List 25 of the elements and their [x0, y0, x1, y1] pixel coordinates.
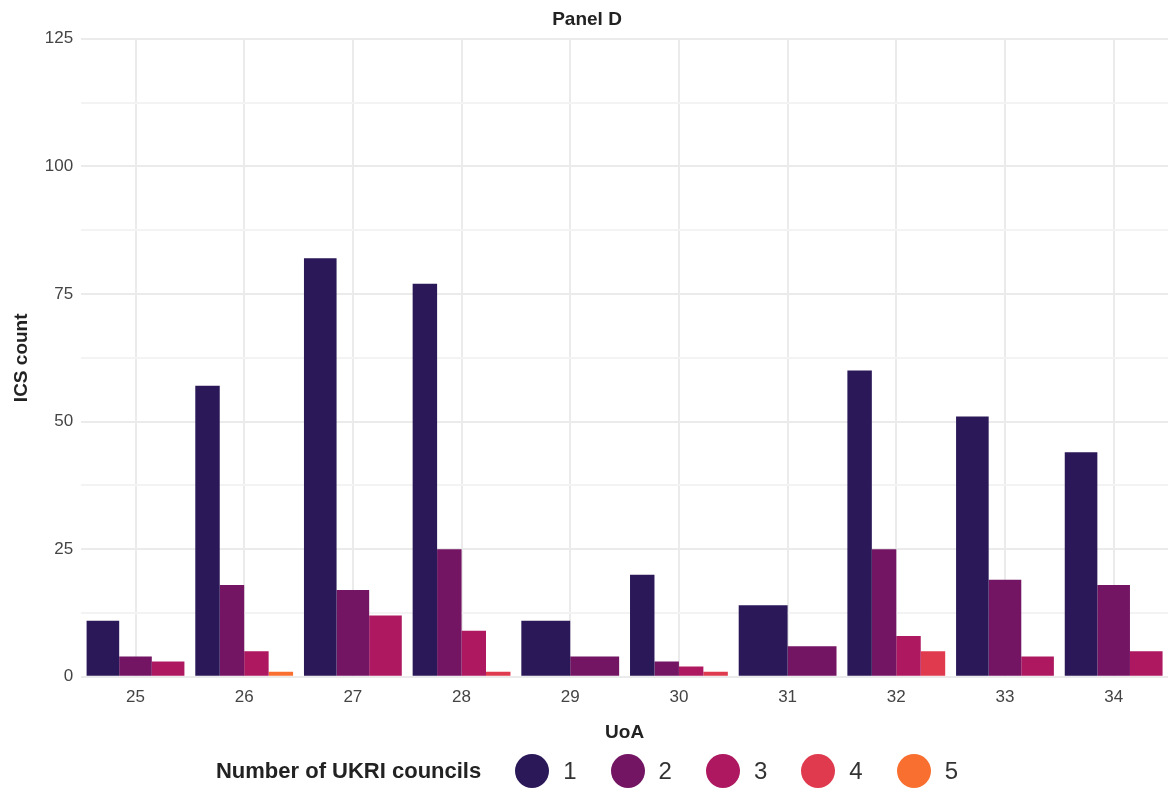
x-tick-label: 31 — [778, 686, 798, 706]
x-tick-label: 26 — [234, 686, 254, 706]
x-tick-label: 25 — [126, 686, 145, 706]
x-tick-label: 30 — [669, 686, 689, 706]
x-tick-label: 34 — [1104, 686, 1124, 706]
y-tick-label: 25 — [54, 538, 74, 558]
x-tick-label: 28 — [452, 686, 472, 706]
y-tick-label: 0 — [63, 666, 74, 686]
x-tick-label: 29 — [560, 686, 580, 706]
x-tick-label: 27 — [343, 686, 363, 706]
legend-label: 2 — [658, 757, 672, 785]
legend-title: Number of UKRI councils — [215, 758, 482, 784]
legend-label: 5 — [944, 757, 959, 785]
legend-label: 3 — [753, 757, 768, 785]
y-tick-label: 75 — [54, 283, 74, 303]
y-tick-label: 100 — [44, 156, 74, 176]
x-tick-label: 33 — [995, 686, 1015, 706]
y-axis-title: ICS count — [9, 312, 31, 403]
legend-label: 4 — [849, 757, 863, 785]
x-axis-title: UoA — [605, 720, 645, 742]
chart-title: Panel D — [552, 7, 622, 29]
x-tick-label: 32 — [886, 686, 906, 706]
legend-label: 1 — [563, 757, 577, 785]
y-tick-label: 125 — [44, 28, 74, 48]
y-tick-label: 50 — [54, 411, 74, 431]
